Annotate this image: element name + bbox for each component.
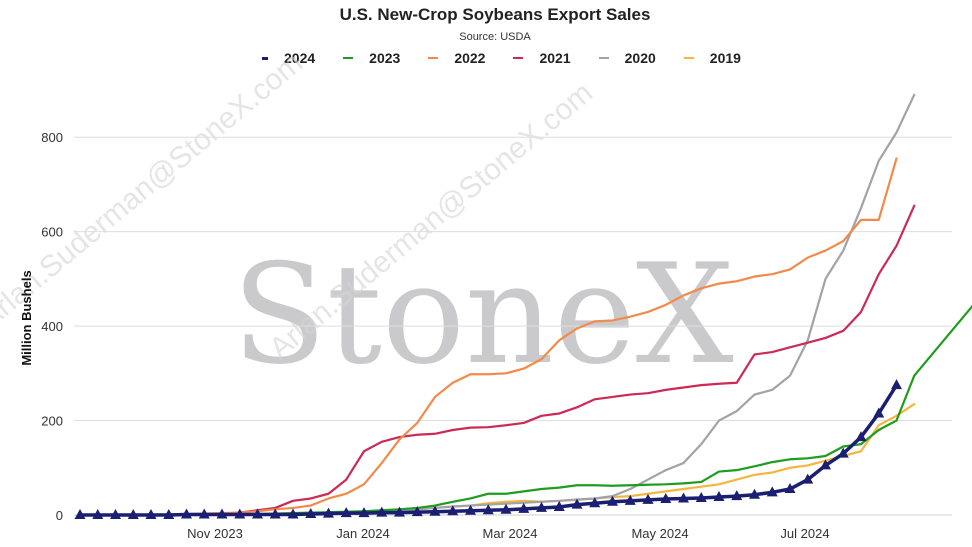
legend-label: 2023 bbox=[369, 50, 401, 66]
y-axis-label: Million Bushels bbox=[19, 270, 34, 365]
data-point-2024 bbox=[571, 498, 583, 509]
data-point-2024 bbox=[891, 379, 902, 390]
y-tick-label: 400 bbox=[41, 319, 63, 334]
data-point-2024 bbox=[784, 483, 796, 494]
data-point-2024 bbox=[731, 490, 743, 501]
legend-label: 2022 bbox=[454, 50, 486, 66]
data-point-2024 bbox=[713, 491, 725, 502]
data-point-2024 bbox=[234, 508, 246, 519]
data-point-2024 bbox=[678, 492, 689, 503]
data-point-2024 bbox=[287, 508, 299, 519]
y-tick-label: 200 bbox=[41, 414, 63, 429]
legend-label: 2021 bbox=[539, 50, 571, 66]
data-point-2024 bbox=[411, 506, 423, 517]
data-point-2024 bbox=[145, 509, 157, 519]
data-point-2024 bbox=[837, 447, 849, 458]
data-point-2024 bbox=[181, 508, 192, 519]
data-point-2024 bbox=[642, 493, 654, 504]
data-point-2024 bbox=[660, 492, 672, 503]
data-point-2024 bbox=[802, 473, 814, 484]
legend: 2024 2023 2022 2021 2020 2019 bbox=[262, 50, 769, 66]
x-tick-label: May 2024 bbox=[631, 526, 688, 541]
legend-swatch bbox=[262, 56, 268, 60]
legend-item-2020[interactable]: 2020 bbox=[598, 50, 656, 66]
data-point-2024 bbox=[500, 503, 512, 514]
watermark: StoneX Arlan.Suderman@StoneX.com Arlan.S… bbox=[0, 46, 734, 395]
legend-item-2023[interactable]: 2023 bbox=[343, 50, 400, 66]
x-tick-label: Nov 2023 bbox=[187, 526, 243, 541]
data-point-2024 bbox=[749, 488, 760, 499]
data-point-2024 bbox=[74, 509, 86, 519]
legend-label: 2020 bbox=[624, 50, 656, 66]
data-point-2024 bbox=[305, 508, 317, 519]
data-point-2024 bbox=[340, 507, 352, 518]
chart-subtitle: Source: USDA bbox=[459, 31, 531, 43]
chart-title: U.S. New-Crop Soybeans Export Sales bbox=[339, 5, 651, 24]
data-point-2024 bbox=[766, 486, 778, 497]
legend-swatch bbox=[343, 57, 354, 59]
data-point-2024 bbox=[855, 431, 867, 442]
data-point-2024 bbox=[624, 494, 636, 505]
gridlines bbox=[74, 136, 952, 516]
data-point-2024 bbox=[127, 509, 139, 519]
data-point-2024 bbox=[92, 509, 104, 519]
data-point-2024 bbox=[376, 506, 388, 517]
data-point-2024 bbox=[110, 509, 121, 519]
y-tick-label: 800 bbox=[41, 130, 63, 145]
data-point-2024 bbox=[536, 501, 547, 512]
data-point-2024 bbox=[553, 500, 565, 511]
data-point-2024 bbox=[447, 505, 459, 516]
data-point-2024 bbox=[482, 504, 494, 515]
data-point-2024 bbox=[394, 506, 405, 517]
series-lines bbox=[74, 93, 972, 519]
data-point-2024 bbox=[518, 502, 530, 513]
x-axis-ticks: Nov 2023 Jan 2024 Mar 2024 May 2024 Jul 2024 bbox=[187, 526, 829, 541]
data-point-2024 bbox=[465, 504, 476, 515]
legend-item-2021[interactable]: 2021 bbox=[513, 50, 571, 66]
data-point-2024 bbox=[163, 509, 175, 519]
data-point-2024 bbox=[269, 508, 281, 519]
legend-item-2024[interactable]: 2024 bbox=[262, 50, 315, 66]
legend-swatch bbox=[428, 57, 439, 59]
data-point-2024 bbox=[358, 507, 370, 518]
data-point-2024 bbox=[873, 407, 885, 418]
legend-label: 2019 bbox=[709, 50, 741, 66]
data-point-2024 bbox=[429, 505, 441, 516]
data-point-2024 bbox=[589, 497, 601, 508]
data-point-2024 bbox=[607, 495, 618, 506]
data-point-2024 bbox=[323, 507, 334, 518]
data-point-2024 bbox=[216, 508, 228, 519]
legend-label: 2024 bbox=[284, 50, 316, 66]
legend-item-2019[interactable]: 2019 bbox=[683, 50, 741, 66]
x-tick-label: Jan 2024 bbox=[336, 526, 390, 541]
legend-item-2022[interactable]: 2022 bbox=[428, 50, 485, 66]
legend-swatch bbox=[513, 57, 524, 59]
data-point-2024 bbox=[695, 492, 707, 502]
legend-swatch bbox=[598, 57, 609, 59]
x-tick-label: Mar 2024 bbox=[483, 526, 538, 541]
legend-swatch bbox=[683, 57, 694, 59]
x-tick-label: Jul 2024 bbox=[780, 526, 829, 541]
data-point-2024 bbox=[820, 459, 831, 470]
data-point-2024 bbox=[252, 508, 263, 519]
y-axis-ticks: 0 200 400 600 800 bbox=[41, 130, 63, 523]
data-point-2024 bbox=[198, 508, 210, 519]
y-tick-label: 600 bbox=[41, 225, 63, 240]
y-tick-label: 0 bbox=[56, 508, 63, 523]
watermark-logo: StoneX bbox=[232, 234, 734, 395]
